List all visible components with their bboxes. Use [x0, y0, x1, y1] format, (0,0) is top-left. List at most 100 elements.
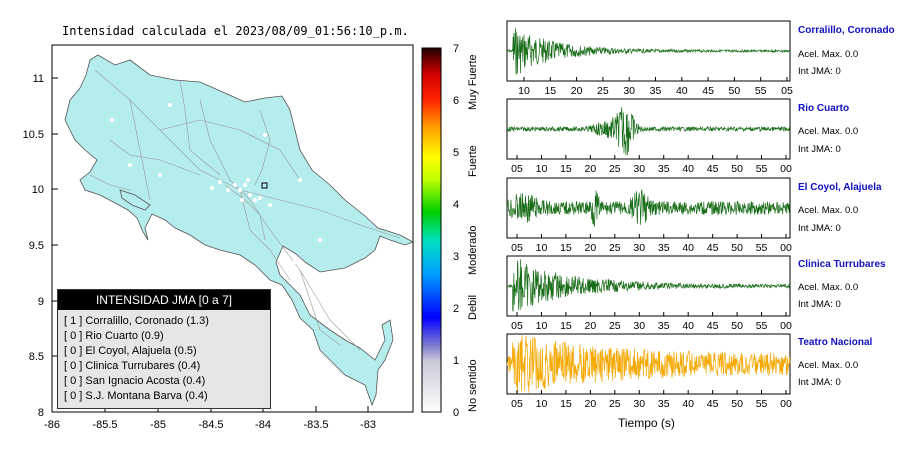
time-tick-label: 00	[780, 320, 792, 332]
time-tick-label: 35	[658, 163, 670, 175]
intensity-legend: INTENSIDAD JMA [0 a 7] [ 1 ] Corralillo,…	[57, 289, 271, 409]
time-tick-label: 25	[609, 163, 621, 175]
time-tick-label: 40	[682, 398, 694, 410]
waveform-trace	[506, 107, 791, 156]
time-tick-label: 25	[609, 242, 621, 254]
station-accel: Acel. Max. 0.0	[798, 360, 859, 371]
time-tick-label: 05	[511, 163, 523, 175]
time-tick-label: 55	[756, 320, 768, 332]
legend-row: [ 0 ] San Ignacio Acosta (0.4)	[64, 375, 206, 387]
time-tick-label: 20	[585, 242, 597, 254]
legend-row: [ 0 ] El Coyol, Alajuela (0.5)	[64, 345, 197, 357]
cb-tick: 1	[453, 355, 459, 367]
epicenter-marker	[261, 182, 268, 189]
time-tick-label: 05	[511, 242, 523, 254]
colorbar-labels: No sentido Debil Moderado Fuerte Muy Fue…	[467, 54, 479, 412]
cb-label: Muy Fuerte	[467, 54, 479, 110]
time-tick-label: 45	[707, 398, 719, 410]
costa-rica-land	[64, 54, 413, 407]
time-tick-label: 10	[536, 163, 548, 175]
time-tick-label: 15	[560, 320, 572, 332]
time-tick-label: 15	[560, 163, 572, 175]
cb-label: Debil	[467, 295, 479, 320]
time-tick-label: 35	[658, 320, 670, 332]
time-tick-label: 40	[682, 163, 694, 175]
cb-tick: 6	[453, 95, 459, 107]
time-tick-label: 05	[511, 320, 523, 332]
station-int: Int JMA: 0	[798, 377, 841, 388]
time-tick-label: 10	[536, 398, 548, 410]
legend-row: [ 0 ] Rio Cuarto (0.9)	[64, 330, 164, 342]
station-name: El Coyol, Alajuela	[798, 182, 882, 193]
time-tick-label: 25	[609, 398, 621, 410]
time-tick-label: 50	[731, 398, 743, 410]
station-name: Corralillo, Coronado	[798, 25, 895, 36]
station-accel: Acel. Max. 0.0	[798, 126, 859, 137]
time-tick-label: 30	[633, 320, 645, 332]
time-tick-label: 20	[585, 398, 597, 410]
x-tick: -84	[255, 419, 271, 431]
time-tick-label: 15	[560, 242, 572, 254]
x-tick: -83.5	[303, 419, 328, 431]
time-tick-label: 45	[702, 85, 714, 97]
time-tick-label: 45	[707, 242, 719, 254]
time-tick-label: 30	[623, 85, 635, 97]
time-tick-label: 30	[633, 398, 645, 410]
time-tick-label: 15	[560, 398, 572, 410]
station-int: Int JMA: 0	[798, 144, 841, 155]
station-accel: Acel. Max. 0.0	[798, 49, 859, 60]
time-tick-label: 55	[756, 163, 768, 175]
cb-tick: 4	[453, 199, 459, 211]
time-axis-label: Tiempo (s)	[618, 416, 675, 430]
time-tick-label: 45	[707, 163, 719, 175]
waveform-trace	[506, 259, 791, 312]
time-tick-label: 30	[633, 163, 645, 175]
time-tick-label: 20	[585, 320, 597, 332]
station-name: Teatro Nacional	[798, 337, 873, 348]
cb-tick: 0	[453, 407, 459, 419]
y-tick: 11	[33, 73, 44, 85]
time-tick-label: 05	[781, 85, 793, 97]
time-tick-label: 50	[729, 85, 741, 97]
time-tick-label: 25	[597, 85, 609, 97]
time-tick-label: 45	[707, 320, 719, 332]
time-tick-label: 05	[511, 398, 523, 410]
waveform-trace	[506, 335, 791, 394]
station-int: Int JMA: 0	[798, 66, 841, 77]
cb-label: No sentido	[467, 359, 479, 412]
time-tick-label: 10	[536, 242, 548, 254]
colorbar-ticks: 0 1 2 3 4 5 6 7	[453, 43, 459, 419]
y-tick: 10.5	[23, 129, 44, 141]
cb-tick: 2	[453, 303, 459, 315]
time-tick-label: 50	[731, 242, 743, 254]
time-tick-label: 35	[650, 85, 662, 97]
y-tick: 8.5	[29, 351, 44, 363]
time-tick-label: 55	[756, 398, 768, 410]
time-tick-label: 10	[518, 85, 530, 97]
waveform-trace	[506, 189, 791, 227]
cb-tick: 3	[453, 251, 459, 263]
map-y-axis: 8 8.5 9 9.5 10 10.5 11	[23, 73, 44, 419]
legend-row: [ 0 ] S.J. Montana Barva (0.4)	[64, 390, 208, 402]
x-tick: -85	[150, 419, 166, 431]
time-tick-label: 40	[676, 85, 688, 97]
time-tick-label: 00	[780, 398, 792, 410]
time-tick-label: 55	[755, 85, 767, 97]
time-tick-label: 00	[780, 242, 792, 254]
station-dots	[110, 103, 377, 347]
time-tick-label: 00	[780, 163, 792, 175]
x-tick: -86	[44, 419, 60, 431]
y-tick: 9.5	[29, 240, 44, 252]
time-tick-label: 30	[633, 242, 645, 254]
map-title: Intensidad calculada el 2023/08/09_01:56…	[62, 24, 409, 38]
time-tick-label: 15	[544, 85, 556, 97]
time-tick-label: 10	[536, 320, 548, 332]
x-tick: -84.5	[198, 419, 223, 431]
intensity-colorbar	[421, 47, 442, 413]
map-x-axis: -86 -85.5 -85 -84.5 -84 -83.5 -83	[44, 419, 376, 431]
time-tick-label: 35	[658, 242, 670, 254]
x-tick: -83	[360, 419, 376, 431]
y-tick: 9	[38, 296, 44, 308]
station-name: Clinica Turrubares	[798, 259, 886, 270]
